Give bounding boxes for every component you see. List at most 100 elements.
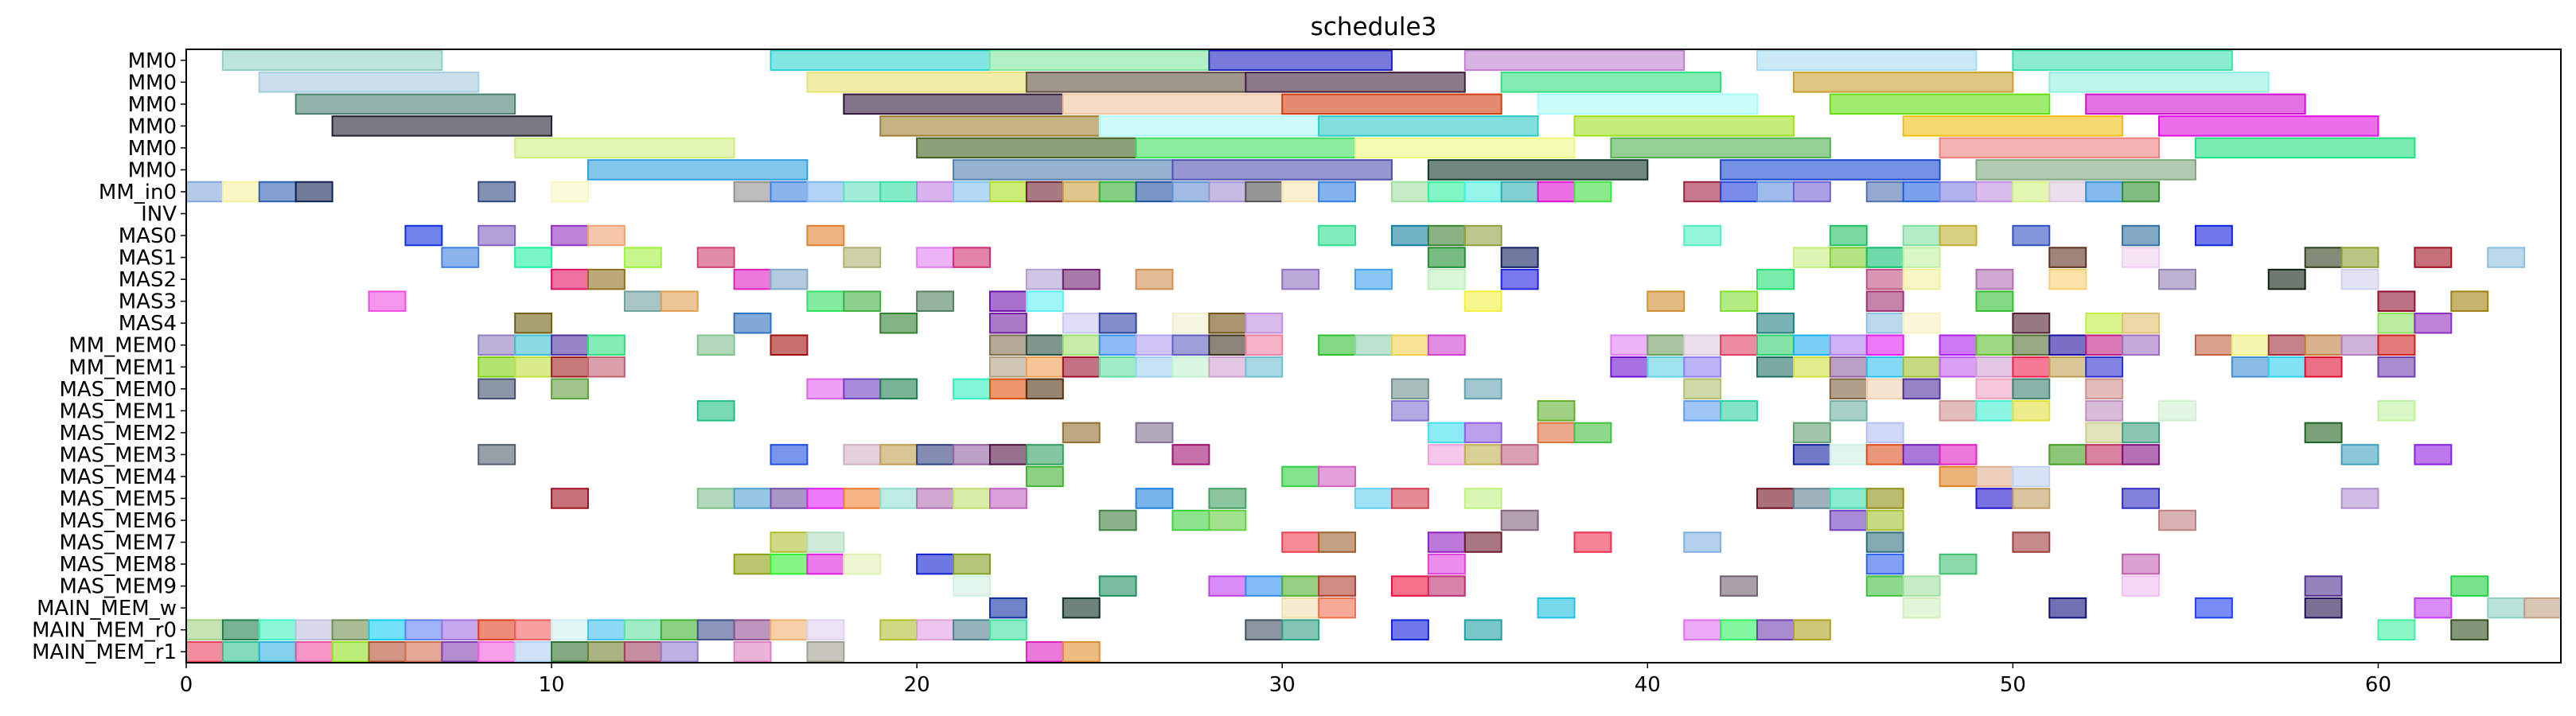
task-bar xyxy=(1792,334,1831,356)
task-bar xyxy=(1610,334,1649,356)
task-bar xyxy=(733,488,772,509)
task-bar xyxy=(1647,290,1686,312)
task-bar xyxy=(2122,224,2161,247)
task-bar xyxy=(1025,378,1064,400)
task-bar xyxy=(806,640,845,663)
y-tick-label: MAS_MEM2 xyxy=(59,422,177,446)
task-bar xyxy=(1208,334,1247,356)
task-bar xyxy=(696,400,735,422)
task-bar xyxy=(2267,268,2306,290)
task-bar xyxy=(1062,93,1284,115)
task-bar xyxy=(587,159,809,181)
task-bar xyxy=(770,553,809,575)
task-bar xyxy=(1792,488,1831,509)
task-bar xyxy=(1975,159,2196,181)
task-bar xyxy=(2340,334,2379,356)
task-bar xyxy=(2122,422,2161,444)
task-bar xyxy=(2158,400,2196,422)
task-bar xyxy=(916,444,955,465)
task-bar xyxy=(221,49,443,72)
task-bar xyxy=(770,334,809,356)
task-bar xyxy=(2377,356,2416,378)
task-bar xyxy=(1975,488,2014,509)
task-bar xyxy=(368,619,407,640)
task-bar xyxy=(2012,356,2051,378)
task-bar xyxy=(1902,268,1941,290)
task-bar xyxy=(441,640,480,663)
task-bar xyxy=(806,72,1027,93)
task-bar xyxy=(1245,181,1284,203)
task-bar xyxy=(1865,553,1904,575)
task-bar xyxy=(1062,640,1101,663)
task-bar xyxy=(953,619,991,640)
task-bar xyxy=(1865,444,1904,465)
task-bar xyxy=(587,224,625,247)
task-bar xyxy=(1792,444,1831,465)
x-tick-label: 0 xyxy=(180,673,193,697)
task-bar xyxy=(587,268,625,290)
task-bar xyxy=(1829,400,1868,422)
task-bar xyxy=(1683,356,1722,378)
task-bar xyxy=(1427,181,1466,203)
task-bar xyxy=(2122,488,2161,509)
task-bar xyxy=(441,247,480,268)
task-bar xyxy=(1025,444,1064,465)
task-bar xyxy=(1500,268,1539,290)
task-bar xyxy=(1829,509,1868,531)
task-bar xyxy=(696,619,735,640)
task-bar xyxy=(1720,575,1759,597)
task-bar xyxy=(2122,181,2161,203)
task-bar xyxy=(806,181,845,203)
task-bar xyxy=(1208,575,1247,597)
task-bar xyxy=(1281,619,1320,640)
task-bar xyxy=(916,619,955,640)
plot-frame xyxy=(185,49,2562,663)
task-bar xyxy=(1902,247,1941,268)
task-bar xyxy=(770,531,809,553)
task-bar xyxy=(1865,334,1904,356)
task-bar xyxy=(1829,334,1868,356)
task-bar xyxy=(221,619,260,640)
task-bar xyxy=(1281,268,1320,290)
task-bar xyxy=(1537,422,1576,444)
task-bar xyxy=(843,553,882,575)
task-bar xyxy=(988,290,1027,312)
y-tick-label: MAS_MEM0 xyxy=(59,378,177,402)
task-bar xyxy=(2523,597,2562,619)
task-bar xyxy=(587,619,625,640)
task-bar xyxy=(1720,181,1759,203)
y-tick-label: MM_MEM1 xyxy=(68,356,177,379)
task-bar xyxy=(879,619,918,640)
task-bar xyxy=(2012,334,2051,356)
task-bar xyxy=(1135,334,1174,356)
task-bar xyxy=(1098,509,1137,531)
task-bar xyxy=(733,312,772,334)
task-bar xyxy=(1865,378,1904,400)
task-bar xyxy=(1354,137,1576,159)
task-bar xyxy=(1098,334,1137,356)
task-bar xyxy=(733,640,772,663)
task-bar xyxy=(1171,444,1210,465)
task-bar xyxy=(1062,334,1101,356)
task-bar xyxy=(1975,268,2014,290)
task-bar xyxy=(2048,334,2087,356)
task-bar xyxy=(1683,224,1722,247)
task-bar xyxy=(1829,224,1868,247)
task-bar xyxy=(806,224,845,247)
task-bar xyxy=(1025,334,1064,356)
task-bar xyxy=(1939,553,1978,575)
task-bar xyxy=(1025,640,1064,663)
task-bar xyxy=(1683,531,1722,553)
task-bar xyxy=(514,640,553,663)
task-bar xyxy=(1829,488,1868,509)
task-bar xyxy=(1683,334,1722,356)
task-bar xyxy=(477,444,516,465)
task-bar xyxy=(1463,531,1502,553)
task-bar xyxy=(1098,575,1137,597)
task-bar xyxy=(2048,597,2087,619)
task-bar xyxy=(1281,93,1502,115)
task-bar xyxy=(477,378,516,400)
task-bar xyxy=(2267,334,2306,356)
y-tick-label: MAIN_MEM_r1 xyxy=(32,640,177,664)
task-bar xyxy=(843,444,882,465)
